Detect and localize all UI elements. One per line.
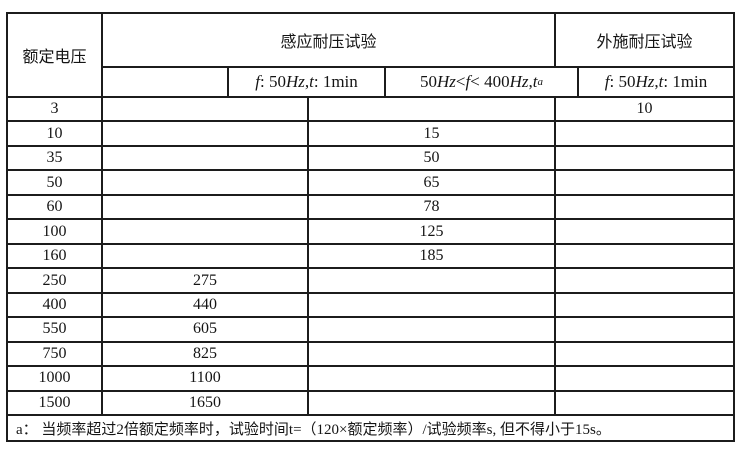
- cell-applied: [554, 391, 733, 415]
- cell-applied: [554, 293, 733, 317]
- subheader-applied-50hz-1min: f : 50 Hz, t : 1min: [577, 66, 733, 96]
- withstand-voltage-test-table: 额定电压 感应耐压试验 外施耐压试验 f : 50 Hz, t : 1min 50 H…: [6, 12, 735, 442]
- cell-rated: 3: [50, 100, 59, 118]
- cell-rated: 160: [42, 247, 67, 265]
- cell-induced-50: [101, 195, 307, 219]
- cell-induced-50: [101, 220, 307, 243]
- cell-induced-50: [101, 244, 307, 268]
- cell-induced-var: 78: [307, 195, 554, 219]
- cell-applied: [554, 146, 733, 170]
- cell-induced-50: 825: [101, 342, 307, 366]
- cell-induced-var: [307, 391, 554, 415]
- header-rated-voltage: 额定电压: [22, 49, 87, 66]
- cell-rated: 60: [46, 198, 63, 216]
- cell-induced-var: 65: [307, 171, 554, 194]
- cell-induced-50: [101, 122, 307, 145]
- cell-applied: [554, 244, 733, 268]
- cell-induced-var: [307, 367, 554, 390]
- cell-applied: [554, 342, 733, 366]
- cell-rated: 10: [46, 124, 63, 142]
- table-row: 1000 1100: [8, 365, 733, 390]
- cell-applied: [554, 269, 733, 292]
- table-body: 3 10 10 15 35 50 50 65 60 78 100 125 160 185 250 275 400…: [8, 96, 733, 415]
- cell-induced-50: 605: [101, 318, 307, 341]
- cell-rated: 100: [42, 222, 67, 240]
- cell-induced-var: 185: [307, 244, 554, 268]
- table-footnote: a： 当频率超过2倍额定频率时，试验时间t=（120×额定频率）/试验频率s, …: [8, 414, 733, 440]
- table-row: 35 50: [8, 144, 733, 170]
- header-applied-withstand-test: 外施耐压试验: [554, 14, 733, 66]
- cell-induced-var: [307, 98, 554, 121]
- table-row: 160 185: [8, 242, 733, 268]
- cell-induced-50: 275: [101, 269, 307, 292]
- cell-induced-50: [101, 171, 307, 194]
- cell-rated: 250: [42, 271, 67, 289]
- table-row: 100 125: [8, 218, 733, 243]
- table-row: 550 605: [8, 316, 733, 341]
- cell-rated: 35: [46, 149, 63, 167]
- header-induced-withstand-test: 感应耐压试验: [101, 14, 554, 66]
- subheader-induced-variable-frequency: 50 Hz < f < 400 Hz, t a: [384, 66, 577, 96]
- cell-rated: 1000: [38, 369, 71, 387]
- table-row: 10 15: [8, 120, 733, 145]
- cell-applied: [554, 318, 733, 341]
- cell-applied: [554, 122, 733, 145]
- cell-induced-50: [101, 98, 307, 121]
- cell-applied: [554, 367, 733, 390]
- subheader-induced-blank: [101, 66, 227, 96]
- cell-applied: [554, 220, 733, 243]
- table-row: 250 275: [8, 267, 733, 292]
- cell-induced-var: [307, 342, 554, 366]
- table-row: 60 78: [8, 193, 733, 219]
- cell-induced-50: 1650: [101, 391, 307, 415]
- table-row: 400 440: [8, 291, 733, 317]
- table-row: 50 65: [8, 169, 733, 194]
- cell-induced-var: [307, 293, 554, 317]
- cell-induced-var: 15: [307, 122, 554, 145]
- cell-rated: 400: [42, 295, 67, 313]
- table-row: 3 10: [8, 98, 733, 121]
- cell-rated: 550: [42, 320, 67, 338]
- cell-induced-50: [101, 146, 307, 170]
- cell-rated: 1500: [38, 393, 71, 411]
- cell-induced-50: 1100: [101, 367, 307, 390]
- table-row: 1500 1650: [8, 389, 733, 415]
- cell-induced-var: 125: [307, 220, 554, 243]
- cell-applied: [554, 195, 733, 219]
- cell-induced-var: 50: [307, 146, 554, 170]
- cell-induced-var: [307, 269, 554, 292]
- cell-rated: 50: [46, 173, 63, 191]
- cell-applied: [554, 171, 733, 194]
- table-header: 额定电压 感应耐压试验 外施耐压试验 f : 50 Hz, t : 1min 50 H…: [8, 14, 733, 96]
- subheader-induced-50hz-1min: f : 50 Hz, t : 1min: [227, 66, 384, 96]
- cell-induced-var: [307, 318, 554, 341]
- cell-rated: 750: [42, 344, 67, 362]
- table-row: 750 825: [8, 340, 733, 366]
- cell-induced-50: 440: [101, 293, 307, 317]
- cell-applied: 10: [554, 98, 733, 121]
